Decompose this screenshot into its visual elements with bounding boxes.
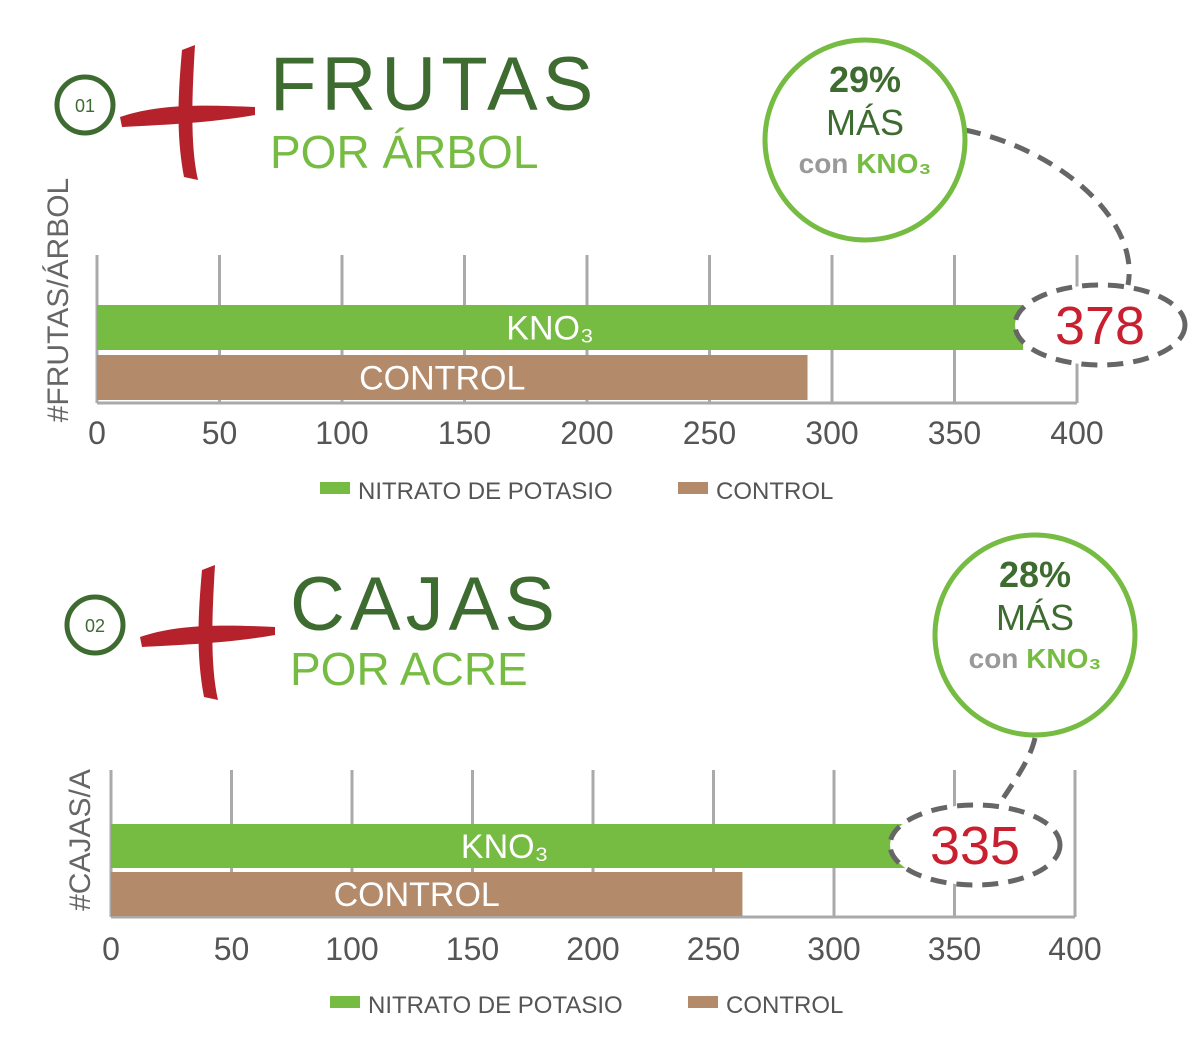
- bar-label: CONTROL: [359, 360, 525, 398]
- red-cross: [178, 45, 198, 180]
- callout-kno-text: KNO₃: [1026, 643, 1101, 674]
- legend-swatch: [678, 482, 708, 494]
- x-tick-label: 200: [560, 415, 613, 451]
- callout-more: MÁS: [996, 597, 1074, 638]
- legend-label: CONTROL: [726, 992, 843, 1019]
- heading-title: CAJAS: [290, 562, 560, 647]
- heading-subtitle: POR ACRE: [290, 643, 528, 695]
- bar: [111, 872, 743, 916]
- badge-circle: [64, 594, 126, 656]
- legend-label: NITRATO DE POTASIO: [368, 992, 623, 1019]
- value-label: 335: [930, 816, 1020, 876]
- x-tick-label: 350: [928, 415, 981, 451]
- callout-connector: [964, 127, 1132, 286]
- x-tick-label: 0: [88, 415, 106, 451]
- bar: [111, 824, 919, 868]
- callout-kno: con KNO₃: [799, 148, 932, 179]
- callout-percent: 28%: [999, 554, 1071, 595]
- legend-label: NITRATO DE POTASIO: [358, 478, 613, 505]
- x-tick-label: 250: [687, 931, 740, 967]
- x-tick-label: 250: [683, 415, 736, 451]
- callout-con: con: [799, 148, 849, 179]
- legend-swatch: [330, 996, 360, 1008]
- badge-number: 01: [75, 96, 95, 116]
- x-tick-label: 150: [446, 931, 499, 967]
- heading-subtitle: POR ÁRBOL: [270, 126, 538, 178]
- callout-circle: [932, 532, 1138, 738]
- bar-label: CONTROL: [334, 876, 500, 914]
- x-tick-label: 300: [805, 415, 858, 451]
- bar-label: KNO₃: [506, 310, 594, 348]
- x-tick-label: 0: [102, 931, 120, 967]
- legend-swatch: [688, 996, 718, 1008]
- heading-title: FRUTAS: [270, 42, 598, 127]
- badge-circle: [54, 74, 116, 136]
- x-tick-label: 100: [315, 415, 368, 451]
- x-tick-label: 150: [438, 415, 491, 451]
- x-tick-label: 400: [1050, 415, 1103, 451]
- bar: [97, 355, 808, 400]
- value-bubble: [887, 802, 1063, 888]
- x-tick-label: 200: [566, 931, 619, 967]
- callout-more: MÁS: [826, 102, 904, 143]
- badge-number: 02: [85, 616, 105, 636]
- callout-kno: con KNO₃: [969, 643, 1102, 674]
- x-tick-label: 300: [807, 931, 860, 967]
- legend-label: CONTROL: [716, 478, 833, 505]
- callout-connector: [997, 737, 1038, 805]
- value-label: 378: [1055, 296, 1145, 356]
- red-cross: [198, 565, 218, 700]
- callout-circle: [762, 37, 968, 243]
- callout-kno-text: KNO₃: [856, 148, 931, 179]
- x-tick-label: 100: [325, 931, 378, 967]
- x-tick-label: 50: [214, 931, 250, 967]
- legend-swatch: [320, 482, 350, 494]
- y-axis-label: #CAJAS/A: [64, 769, 97, 911]
- x-tick-label: 400: [1048, 931, 1101, 967]
- callout-con: con: [969, 643, 1019, 674]
- value-bubble: [1012, 282, 1188, 368]
- bar: [97, 305, 1024, 350]
- x-tick-label: 350: [928, 931, 981, 967]
- bar-label: KNO₃: [461, 828, 549, 866]
- callout-percent: 29%: [829, 59, 901, 100]
- y-axis-label: #FRUTAS/ÁRBOL: [42, 178, 75, 423]
- x-tick-label: 50: [202, 415, 238, 451]
